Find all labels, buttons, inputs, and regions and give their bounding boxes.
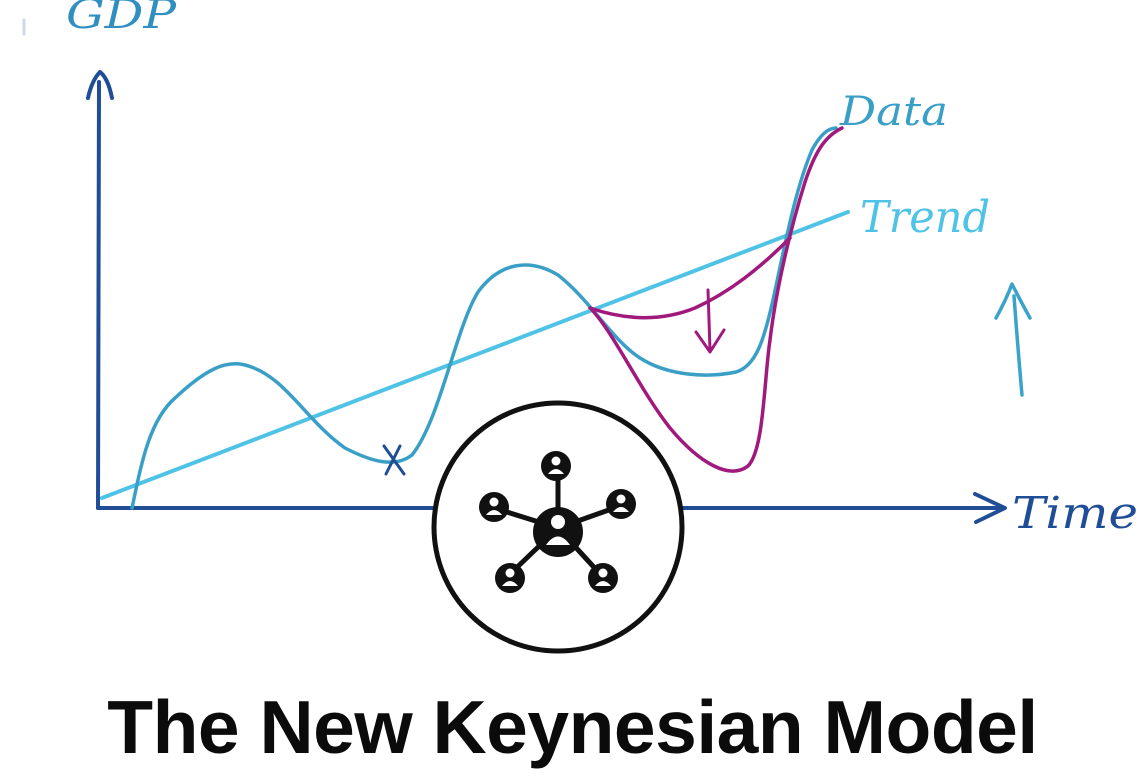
x-axis-arrowhead (973, 492, 1007, 524)
shock-expected-path (588, 236, 792, 320)
up-arrow-icon (994, 282, 1032, 397)
trend-label: Trend (860, 192, 990, 243)
down-arrow-icon (694, 288, 726, 354)
data-line (130, 126, 838, 510)
y-axis (96, 80, 101, 510)
trough-x-mark (382, 444, 406, 476)
y-axis-arrowhead (86, 70, 114, 100)
trend-line (100, 210, 850, 500)
network-people-icon (431, 400, 685, 654)
shock-deep-path (590, 126, 844, 473)
y-axis-label: GDP (66, 0, 177, 38)
data-label: Data (839, 89, 948, 135)
x-axis-label: Time (1012, 488, 1138, 539)
page-title: The New Keynesian Model (107, 685, 1038, 769)
